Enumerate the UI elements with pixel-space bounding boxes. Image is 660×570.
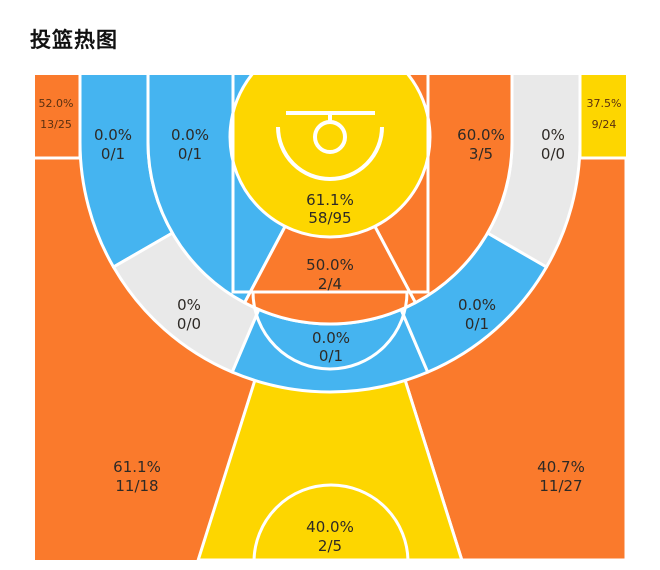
paint-lines xyxy=(231,75,430,294)
label-pct: 61.1% xyxy=(113,458,161,476)
label-pct: 0% xyxy=(177,296,201,314)
label-count: 0/1 xyxy=(101,145,125,163)
label-count: 2/5 xyxy=(318,537,342,555)
label-pct: 52.0% xyxy=(39,97,74,110)
label-pct: 0.0% xyxy=(458,296,496,314)
label-count: 3/5 xyxy=(469,145,493,163)
center-circle-arc xyxy=(252,483,410,560)
label-count: 13/25 xyxy=(40,118,72,131)
label-count: 2/4 xyxy=(318,275,342,293)
label-count: 0/1 xyxy=(465,315,489,333)
label-count: 0/1 xyxy=(319,347,343,365)
label-pct: 61.1% xyxy=(306,191,354,209)
zone-labels: 52.0% 13/25 37.5% 9/24 0.0% 0/1 0.0% 0/1… xyxy=(39,97,622,555)
label-count: 0/0 xyxy=(177,315,201,333)
label-pct: 0% xyxy=(541,126,565,144)
label-count: 0/0 xyxy=(541,145,565,163)
label-pct: 60.0% xyxy=(457,126,505,144)
label-pct: 0.0% xyxy=(94,126,132,144)
label-pct: 0.0% xyxy=(171,126,209,144)
label-count: 11/18 xyxy=(115,477,158,495)
label-pct: 37.5% xyxy=(587,97,622,110)
rim-icon xyxy=(313,120,347,154)
label-count: 58/95 xyxy=(308,209,351,227)
zone-restricted-area[interactable] xyxy=(228,37,432,239)
page-title: 投篮热图 xyxy=(30,28,118,52)
label-count: 9/24 xyxy=(592,118,617,131)
label-pct: 40.0% xyxy=(306,518,354,536)
zone-left-corner-three[interactable] xyxy=(33,73,82,160)
free-throw-arc xyxy=(251,291,409,371)
label-pct: 40.7% xyxy=(537,458,585,476)
label-count: 11/27 xyxy=(539,477,582,495)
label-pct: 0.0% xyxy=(312,329,350,347)
zone-right-corner-three[interactable] xyxy=(578,73,628,160)
label-count: 0/1 xyxy=(178,145,202,163)
label-pct: 50.0% xyxy=(306,256,354,274)
restricted-arc xyxy=(276,126,384,181)
